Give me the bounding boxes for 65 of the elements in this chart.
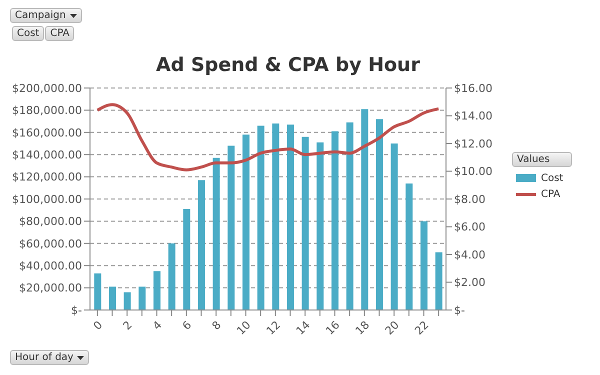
y2-tick-label: $10.00 [454, 165, 492, 178]
bar [198, 180, 205, 310]
y-tick-label: $160,000.00 [12, 126, 82, 140]
bar [168, 243, 176, 310]
bar [346, 122, 354, 310]
bar [108, 286, 116, 310]
legend-label: CPA [541, 188, 560, 200]
y2-tick-label: $8.00 [454, 192, 486, 206]
bar [153, 271, 160, 310]
y-tick-label: $80,000.00 [19, 215, 82, 228]
bar [376, 119, 383, 310]
line-series [96, 103, 440, 172]
bar [124, 292, 131, 310]
text: Cost [12, 26, 44, 41]
chart-title: Ad Spend & CPA by Hour [155, 54, 421, 76]
bar [212, 158, 220, 310]
y-tick-label: $100,000.00 [12, 192, 82, 206]
bar [257, 126, 264, 310]
x-axis-title: Hour of day [10, 350, 90, 365]
x-tick-label: 6 [180, 318, 194, 333]
y2-tick-label: $12.00 [454, 137, 492, 150]
y2-tick-label: $14.00 [454, 110, 492, 123]
bar [316, 142, 324, 310]
bar [361, 109, 368, 310]
y-tick-label: $200,000.00 [12, 82, 82, 95]
y-tick-label: $60,000.00 [19, 237, 82, 250]
bar [406, 183, 413, 310]
text: Campaign [10, 8, 82, 23]
legend-title: Values [512, 152, 572, 166]
y2-tick-label: $2.00 [454, 276, 486, 290]
x-tick-label: 2 [120, 318, 135, 333]
bar [302, 136, 309, 310]
y2-tick-label: $16.00 [454, 82, 492, 95]
y-tick-label: $40,000.00 [19, 260, 82, 273]
y-tick-label: $120,000.00 [12, 170, 82, 184]
y-tick-label: $180,000.00 [12, 104, 82, 118]
y-tick-label: $- [71, 304, 82, 317]
bar [183, 208, 190, 310]
bar [390, 144, 398, 310]
x-tick-label: 20 [382, 318, 402, 338]
bar [228, 146, 235, 310]
x-tick-label: 12 [264, 318, 284, 338]
text: CPA [45, 26, 74, 41]
bar [420, 221, 428, 310]
bar [94, 273, 102, 310]
y-tick-label: $20,000.00 [19, 282, 82, 295]
bar [242, 134, 250, 310]
x-tick-label: 16 [323, 318, 342, 338]
x-tick-label: 4 [150, 318, 164, 333]
x-tick-label: 0 [90, 318, 106, 333]
bar [286, 124, 294, 310]
x-tick-label: 10 [234, 318, 254, 338]
bar [435, 252, 442, 310]
x-tick-label: 8 [210, 318, 224, 333]
y-tick-label: $140,000.00 [12, 148, 82, 162]
x-tick-label: 14 [294, 318, 313, 338]
bar [272, 124, 280, 310]
x-tick-label: 22 [412, 318, 432, 338]
x-tick-label: 18 [352, 318, 372, 338]
legend-label: Cost [541, 172, 564, 184]
bar [331, 131, 338, 310]
y2-tick-label: $6.00 [454, 220, 486, 234]
bar [138, 286, 146, 310]
y2-tick-label: $4.00 [454, 248, 486, 262]
y2-tick-label: $- [454, 304, 465, 317]
